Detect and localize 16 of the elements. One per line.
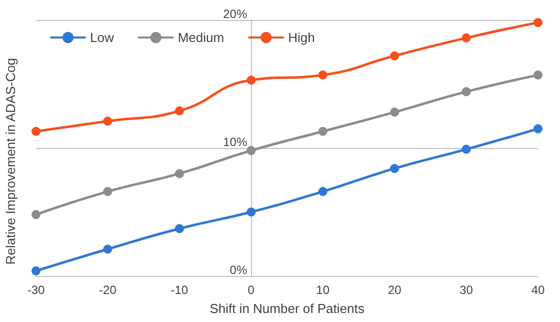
legend-label: Medium <box>178 30 224 45</box>
legend-label: Low <box>90 30 114 45</box>
x-tick-label: -30 <box>27 283 45 297</box>
x-tick-label: -10 <box>170 283 188 297</box>
x-axis-title: Shift in Number of Patients <box>210 301 365 316</box>
y-tick-label: 20% <box>223 7 248 21</box>
y-tick-label: 0% <box>230 263 248 277</box>
x-tick-label: 10 <box>316 283 330 297</box>
y-tick-label: 10% <box>223 135 248 149</box>
legend-label: High <box>288 30 315 45</box>
x-tick-label: 40 <box>531 283 545 297</box>
y-axis-title: Relative Improvement in ADAS-Cog <box>3 58 18 265</box>
x-tick-label: 30 <box>460 283 474 297</box>
x-tick-label: 20 <box>388 283 402 297</box>
x-tick-label: -20 <box>99 283 117 297</box>
x-tick-label: 0 <box>248 283 255 297</box>
